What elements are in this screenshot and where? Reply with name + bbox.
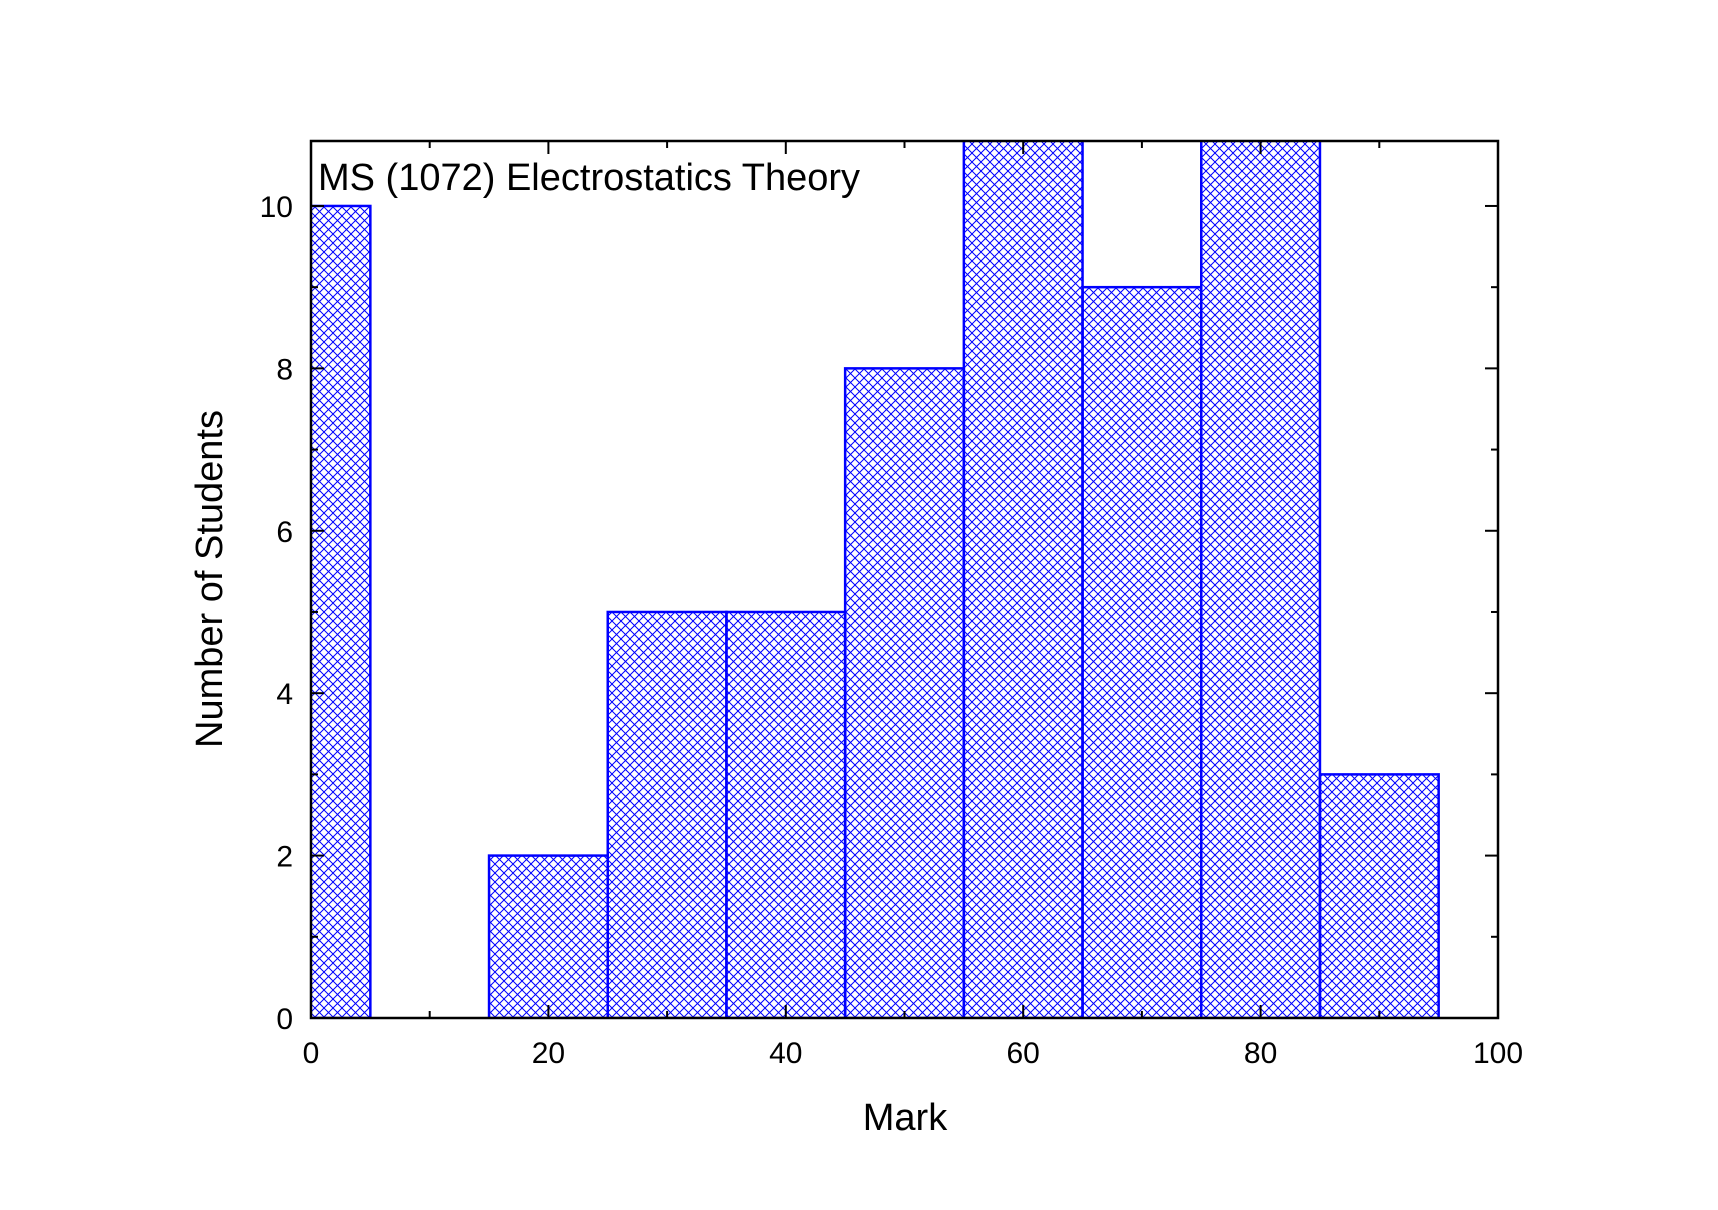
histogram-bar-9 bbox=[1318, 773, 1440, 1018]
y-tick-label: 8 bbox=[276, 353, 293, 386]
x-tick-label: 60 bbox=[1007, 1037, 1040, 1070]
x-tick-label: 40 bbox=[769, 1037, 802, 1070]
ticks-layer: 0 20 40 60 80 100 0 2 4 6 8 10 bbox=[260, 141, 1523, 1070]
histogram-bar-0 bbox=[311, 204, 372, 1018]
y-tick-label: 4 bbox=[276, 678, 293, 711]
histogram-bar-5 bbox=[843, 367, 966, 1018]
chart-title: MS (1072) Electrostatics Theory bbox=[318, 157, 860, 199]
histogram-bar-6 bbox=[962, 141, 1084, 1018]
y-tick-label: 6 bbox=[276, 516, 293, 549]
y-axis-label: Number of Students bbox=[189, 410, 231, 748]
histogram-bar-4 bbox=[725, 610, 847, 1018]
histogram-bar-8 bbox=[1200, 141, 1322, 1018]
histogram-bar-2 bbox=[487, 854, 609, 1018]
histogram-bar-7 bbox=[1081, 285, 1203, 1018]
y-tick-label: 10 bbox=[260, 191, 293, 224]
x-tick-label: 20 bbox=[532, 1037, 565, 1070]
y-tick-label: 0 bbox=[276, 1003, 293, 1036]
histogram-bar-3 bbox=[606, 610, 728, 1018]
bars-layer bbox=[311, 141, 1440, 1018]
x-tick-label: 0 bbox=[303, 1037, 320, 1070]
y-tick-label: 2 bbox=[276, 841, 293, 874]
x-axis-label: Mark bbox=[863, 1097, 948, 1139]
x-tick-label: 80 bbox=[1244, 1037, 1277, 1070]
x-tick-label: 100 bbox=[1473, 1037, 1523, 1070]
